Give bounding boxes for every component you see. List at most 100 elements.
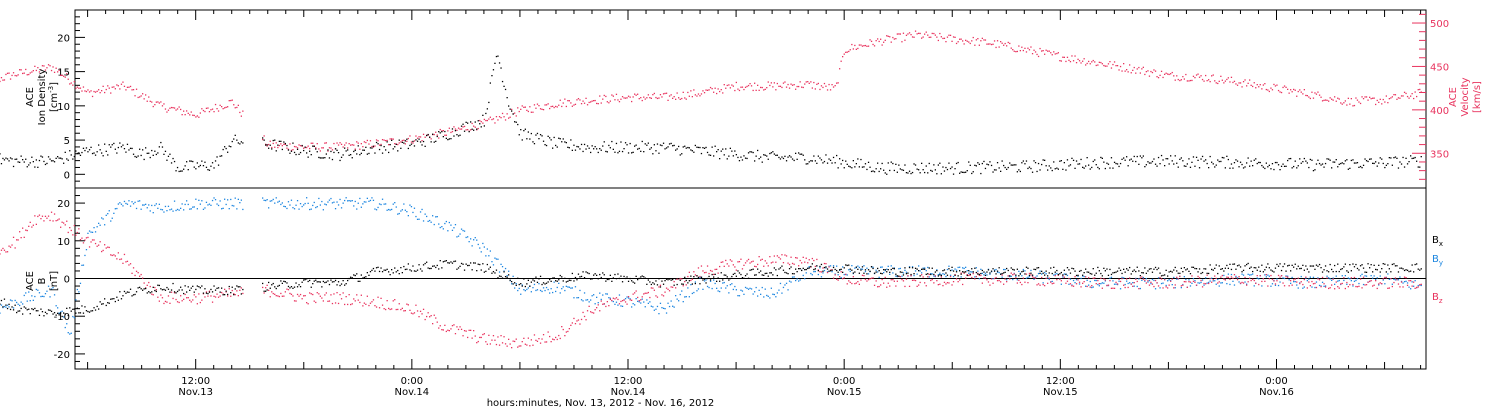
bz-series-point xyxy=(1103,278,1105,280)
density-series-point xyxy=(760,156,762,158)
density-series-point xyxy=(795,152,797,154)
density-series-point xyxy=(552,147,554,149)
bz-series-point xyxy=(992,282,994,284)
density-series-point xyxy=(907,172,909,174)
density-series-point xyxy=(362,149,364,151)
density-series-point xyxy=(66,158,68,160)
density-series-point xyxy=(773,153,775,155)
bx-series-point xyxy=(602,272,604,274)
bx-series-point xyxy=(1217,272,1219,275)
density-series-point xyxy=(1019,170,1021,173)
by-series-point xyxy=(881,266,883,268)
velocity-series-point xyxy=(580,103,583,105)
velocity-series-point xyxy=(694,94,696,96)
bx-series-point xyxy=(576,279,578,281)
velocity-series-point xyxy=(292,149,294,151)
bx-series-point xyxy=(852,272,854,274)
by-series-point xyxy=(747,288,750,290)
by-series-point xyxy=(822,272,824,274)
velocity-series-point xyxy=(925,31,927,33)
bz-series-point xyxy=(523,337,525,339)
velocity-series-point xyxy=(143,98,145,100)
velocity-series-point xyxy=(262,138,264,141)
bx-series-point xyxy=(1206,272,1208,274)
by-series-point xyxy=(840,277,842,279)
bx-series-point xyxy=(1258,266,1260,268)
velocity-series-point xyxy=(354,148,356,150)
bx-series-point xyxy=(1186,268,1188,270)
density-series-point xyxy=(972,171,974,173)
density-series-point xyxy=(1214,166,1216,168)
bz-series-point xyxy=(1309,285,1311,287)
density-series-point xyxy=(217,164,220,166)
bx-series-point xyxy=(331,281,334,283)
bz-series-point xyxy=(574,323,577,325)
velocity-series-point xyxy=(1321,100,1324,102)
velocity-series-point xyxy=(240,115,242,117)
by-series-point xyxy=(720,287,722,289)
bx-series-point xyxy=(131,295,133,297)
density-series-point xyxy=(363,149,365,151)
velocity-series-point xyxy=(491,118,493,121)
bx-series-point xyxy=(873,272,876,274)
bx-series-point xyxy=(1309,265,1311,267)
velocity-series-point xyxy=(661,96,663,98)
by-series-point xyxy=(391,208,393,211)
by-series-point xyxy=(134,201,136,203)
bz-series-point xyxy=(1369,280,1371,283)
velocity-series-point xyxy=(779,85,782,87)
by-series-point xyxy=(1173,276,1175,279)
bx-series-point xyxy=(403,265,405,268)
bx-series-point xyxy=(1282,265,1284,268)
bz-series-point xyxy=(781,254,783,256)
velocity-series-point xyxy=(1153,69,1155,71)
density-series-point xyxy=(151,149,153,152)
bz-series-point xyxy=(298,295,300,297)
bz-series-point xyxy=(114,255,116,257)
by-series-point xyxy=(981,272,983,274)
by-series-point xyxy=(842,266,844,268)
bx-series-point xyxy=(342,280,344,282)
bz-series-point xyxy=(52,220,54,222)
bz-series-point xyxy=(1384,276,1386,279)
bx-series-point xyxy=(1142,272,1144,274)
bx-series-point xyxy=(1109,268,1111,271)
velocity-series-point xyxy=(430,138,432,140)
bz-series-point xyxy=(465,330,467,332)
density-series-point xyxy=(737,156,739,159)
density-series-point xyxy=(327,149,329,151)
velocity-series-point xyxy=(58,69,60,71)
bz-series-point xyxy=(409,309,411,311)
by-series-point xyxy=(1408,286,1410,288)
density-series-point xyxy=(91,152,94,155)
density-series-point xyxy=(1170,155,1172,157)
bz-series-point xyxy=(64,224,66,226)
bx-series-point xyxy=(741,277,744,279)
by-series-point xyxy=(340,207,343,209)
velocity-series-point xyxy=(318,148,320,150)
velocity-series-point xyxy=(599,95,601,97)
density-series-point xyxy=(1000,170,1002,172)
by-series-point xyxy=(600,298,602,301)
bx-series-point xyxy=(450,261,452,263)
bz-series-point xyxy=(1271,278,1274,281)
velocity-series-point xyxy=(943,37,946,39)
density-series-point xyxy=(1101,157,1103,159)
by-series-point xyxy=(627,297,630,299)
bz-series-point xyxy=(219,295,221,297)
by-series-point xyxy=(1127,282,1129,285)
velocity-series-point xyxy=(50,69,53,72)
density-series-point xyxy=(1118,165,1120,168)
bz-series-point xyxy=(535,339,537,341)
density-series-point xyxy=(385,149,387,151)
bx-series-point xyxy=(1162,274,1164,277)
bx-series-point xyxy=(350,276,352,278)
bz-series-point xyxy=(324,294,326,296)
density-series-point xyxy=(96,151,98,153)
bx-series-point xyxy=(1399,267,1401,269)
bz-series-point xyxy=(242,292,244,295)
density-series-point xyxy=(228,145,230,147)
velocity-series-point xyxy=(424,136,426,138)
by-series-point xyxy=(383,203,385,205)
by-series-point xyxy=(37,289,39,291)
